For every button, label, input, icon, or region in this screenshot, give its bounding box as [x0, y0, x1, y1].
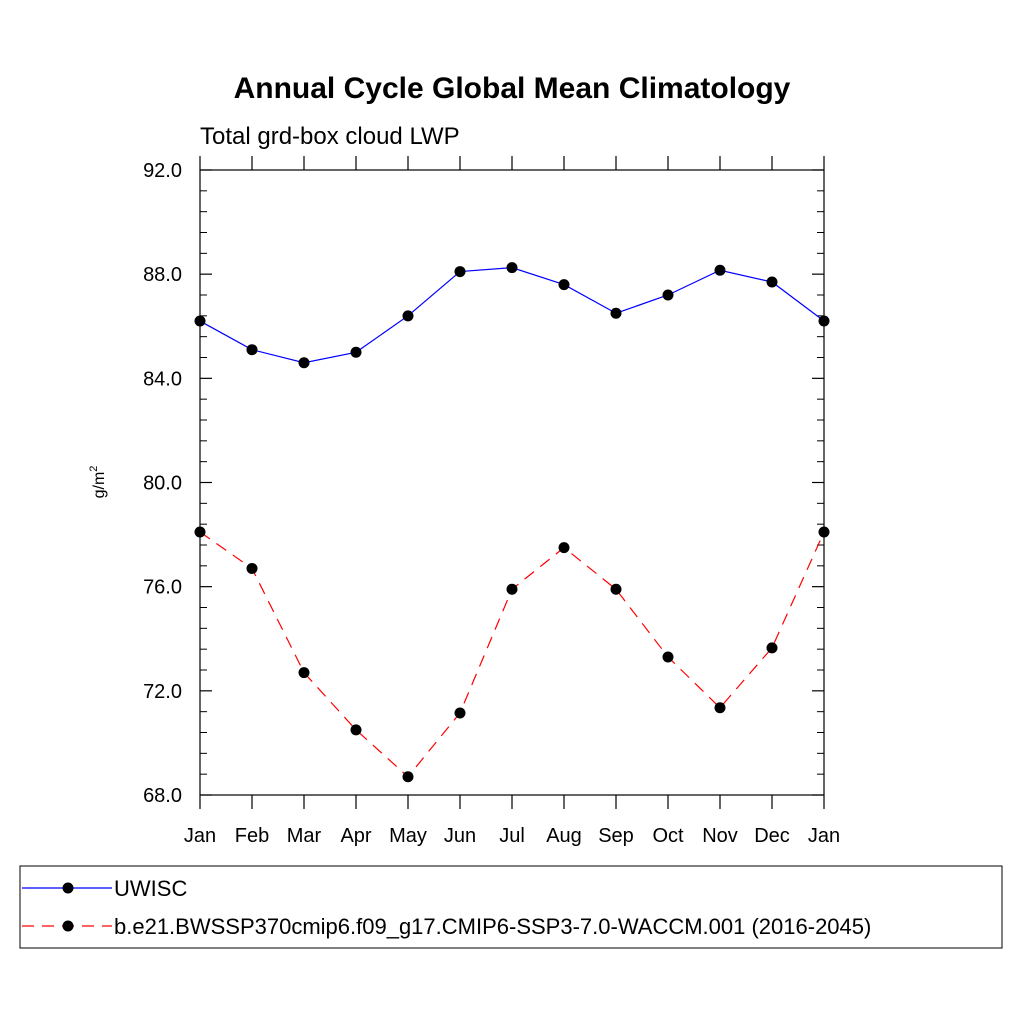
- x-tick-label: May: [389, 825, 427, 847]
- chart-subtitle: Total grd-box cloud LWP: [200, 123, 460, 150]
- chart-title: Annual Cycle Global Mean Climatology: [234, 72, 791, 105]
- legend-label: UWISC: [114, 876, 187, 901]
- data-point: [246, 344, 258, 356]
- x-tick-label: Dec: [754, 825, 790, 847]
- data-point: [766, 642, 778, 654]
- data-point: [194, 526, 206, 538]
- x-tick-label: Aug: [546, 825, 582, 847]
- y-tick-label: 68.0: [143, 785, 182, 807]
- legend-box: [19, 865, 1003, 949]
- y-axis-label: g/m2: [88, 466, 108, 499]
- x-tick-label: Feb: [235, 825, 269, 847]
- data-point: [558, 542, 570, 554]
- data-point: [662, 289, 674, 301]
- y-tick-label: 76.0: [143, 577, 182, 599]
- y-axis-label-superscript: 2: [88, 466, 100, 472]
- x-tick-label: Jun: [444, 825, 476, 847]
- x-tick-label: Nov: [702, 825, 738, 847]
- data-point: [350, 346, 362, 358]
- data-point: [610, 583, 622, 595]
- data-point: [298, 667, 310, 679]
- data-point: [766, 276, 778, 288]
- y-tick-label: 84.0: [143, 368, 182, 390]
- data-point: [662, 651, 674, 663]
- data-point: [350, 724, 362, 736]
- data-point: [454, 707, 466, 719]
- legend-label: b.e21.BWSSP370cmip6.f09_g17.CMIP6-SSP3-7…: [114, 914, 871, 939]
- y-tick-label: 80.0: [143, 473, 182, 495]
- x-tick-label: Jan: [184, 825, 216, 847]
- data-point: [714, 264, 726, 276]
- data-point: [818, 315, 830, 327]
- data-point: [298, 357, 310, 369]
- legend: UWISC b.e21.BWSSP370cmip6.f09_g17.CMIP6-S…: [22, 876, 871, 939]
- data-point: [714, 702, 726, 714]
- data-point: [402, 310, 414, 322]
- y-axis-label-base: g/m: [91, 472, 108, 499]
- y-tick-label: 92.0: [143, 160, 182, 182]
- x-tick-label: Jan: [808, 825, 840, 847]
- data-point: [454, 266, 466, 278]
- data-point: [402, 771, 414, 783]
- data-point: [506, 262, 518, 274]
- x-tick-label: Jul: [499, 825, 525, 847]
- data-point: [610, 307, 622, 319]
- y-tick-label: 88.0: [143, 264, 182, 286]
- legend-marker: [62, 920, 74, 932]
- data-point: [246, 562, 258, 574]
- x-tick-label: Mar: [287, 825, 322, 847]
- x-tick-label: Sep: [598, 825, 634, 847]
- y-tick-label: 72.0: [143, 681, 182, 703]
- data-point: [194, 315, 206, 327]
- data-point: [506, 583, 518, 595]
- axis-ticks: 68.0 72.0 76.0 80.0 84.0 88.0 92.0 Jan Feb Mar Apr…: [143, 156, 840, 847]
- data-point: [558, 279, 570, 291]
- series-line: [199, 531, 825, 778]
- series-line: [199, 267, 825, 364]
- x-tick-label: Oct: [652, 825, 684, 847]
- legend-marker: [62, 882, 74, 894]
- x-tick-label: Apr: [340, 825, 371, 847]
- data-point: [818, 526, 830, 538]
- series-layer: [194, 262, 830, 783]
